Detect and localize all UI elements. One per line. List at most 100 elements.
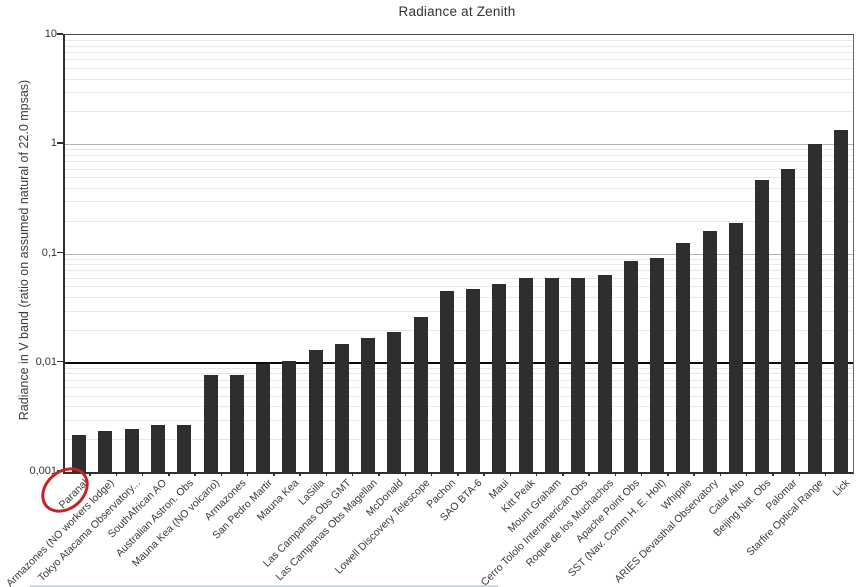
minor-gridline [65,270,853,272]
bar-cerro-tololo-interamerican-obs [571,277,586,472]
chart-title: Radiance at Zenith [398,4,516,19]
x-tick-mark [430,472,433,476]
x-tick-mark [483,472,485,476]
minor-gridline [65,51,853,53]
bar-mauna-kea [282,360,297,472]
x-tick-mark [824,472,827,476]
minor-gridline [65,379,853,381]
x-tick-mark [745,472,748,476]
bar-calar-alto [728,223,743,472]
y-tick-label: 0,01 [35,355,57,368]
bar-lick [833,130,848,472]
bar-australian-astron-obs [177,424,192,472]
bar-apache-point-obs [623,261,638,472]
x-tick-mark [115,472,117,476]
minor-gridline [65,439,853,441]
bar-palomar [781,168,796,472]
bar-starfire-optical-range [807,144,822,472]
x-tick-mark [299,472,301,476]
minor-gridline [65,168,853,170]
x-tick-mark [246,472,249,476]
x-tick-mark [273,472,275,476]
bar-paranal [72,434,87,472]
x-tick-mark [457,472,459,476]
x-tick-mark [562,472,564,476]
bar-mount-graham [544,277,559,472]
bar-mcdonald [387,332,402,472]
x-tick-mark [535,472,538,476]
x-tick-mark [168,472,170,476]
minor-gridline [65,297,853,298]
x-tick-mark [351,472,354,476]
reference-line-0-01 [65,361,853,364]
minor-gridline [65,187,853,189]
x-tick-mark [693,472,695,476]
y-tick-mark [57,33,63,35]
x-tick-label: Lick [830,477,853,499]
bar-kitt-peak [518,277,533,472]
y-tick-label: 0,001 [29,465,57,477]
bar-sst-nav-comm-h-e-holt [650,257,664,472]
x-tick-mark [614,472,617,476]
plot-area [63,34,854,474]
minor-gridline [65,258,853,260]
minor-gridline [65,329,853,331]
y-tick-mark [57,251,63,253]
y-tick-label: 10 [44,28,57,40]
minor-gridline [65,177,853,179]
bar-aries-devasthal-observatory [702,231,717,472]
minor-gridline [65,406,853,408]
bar-roque-de-los-muchachos [597,274,612,472]
x-tick-mark [220,472,223,476]
x-tick-mark [798,472,800,476]
bar-beijing-nat-obs [755,180,770,472]
y-tick-mark [57,142,63,144]
minor-gridline [65,149,853,151]
bar-armazones [229,374,244,472]
minor-gridline [65,45,853,47]
y-tick-label: 0,1 [41,246,57,259]
minor-gridline [65,201,853,203]
x-tick-mark [667,472,669,476]
x-tick-mark [378,472,380,476]
minor-gridline [65,220,853,222]
bar-mauna-kea-no-volcano [203,375,218,472]
bar-armazones-no-workers-lodge [98,430,113,472]
minor-gridline [65,154,853,156]
major-gridline [65,144,853,146]
bar-lowell-discovery-telescope [413,317,428,472]
bar-tokyo-atacama-observatory [124,428,139,472]
minor-gridline [65,92,853,94]
x-tick-mark [325,472,328,476]
x-tick-mark [89,472,91,476]
minor-gridline [65,161,853,163]
x-tick-mark [509,472,511,476]
minor-gridline [65,78,853,80]
minor-gridline [65,286,853,288]
y-tick-label: 1 [50,137,57,150]
blue-underline-artifact [30,585,498,587]
x-tick-mark [404,472,406,476]
minor-gridline [65,387,853,388]
minor-gridline [65,264,853,266]
bar-whipple [676,242,691,472]
x-tick-mark [719,472,722,476]
y-tick-mark [57,470,63,472]
bar-san-pedro-martir [256,363,270,472]
bar-southafrican-ao [150,424,165,472]
minor-gridline [65,310,853,312]
major-gridline [65,253,853,255]
x-tick-mark [141,472,144,476]
bar-sao-bta-6 [466,289,481,472]
minor-gridline [65,373,853,375]
minor-gridline [65,67,853,69]
minor-gridline [65,419,853,421]
x-tick-mark [772,472,774,476]
minor-gridline [65,277,853,279]
minor-gridline [65,59,853,61]
y-tick-mark [57,360,63,363]
bar-pachon [439,291,454,472]
x-tick-mark [640,472,643,476]
bar-las-campanas-obs-gmt [334,343,349,472]
